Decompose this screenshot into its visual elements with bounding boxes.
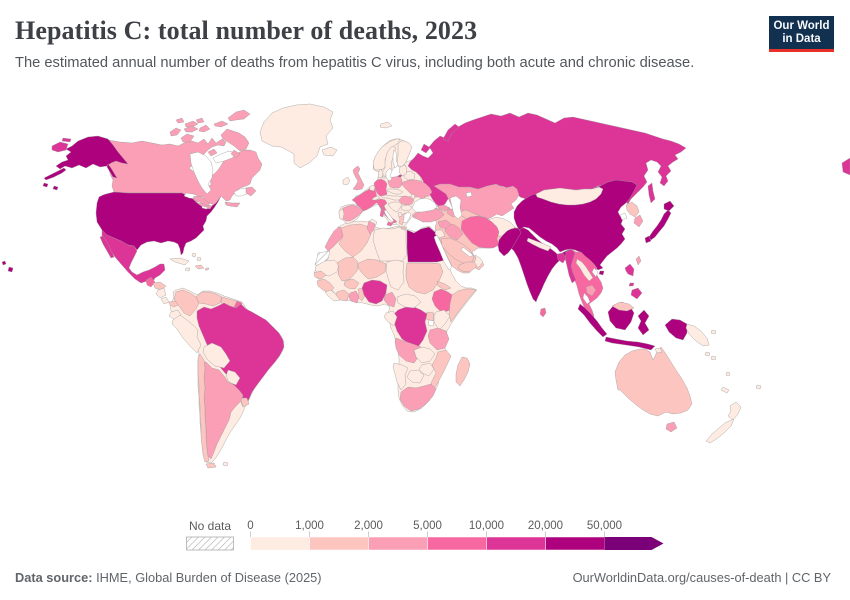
svg-text:5,000: 5,000 [413, 520, 442, 532]
svg-text:No data: No data [189, 519, 231, 533]
svg-text:10,000: 10,000 [469, 520, 504, 532]
svg-text:0: 0 [247, 520, 253, 532]
svg-text:1,000: 1,000 [295, 520, 324, 532]
svg-text:20,000: 20,000 [528, 520, 563, 532]
svg-text:50,000: 50,000 [587, 520, 622, 532]
svg-text:2,000: 2,000 [354, 520, 383, 532]
